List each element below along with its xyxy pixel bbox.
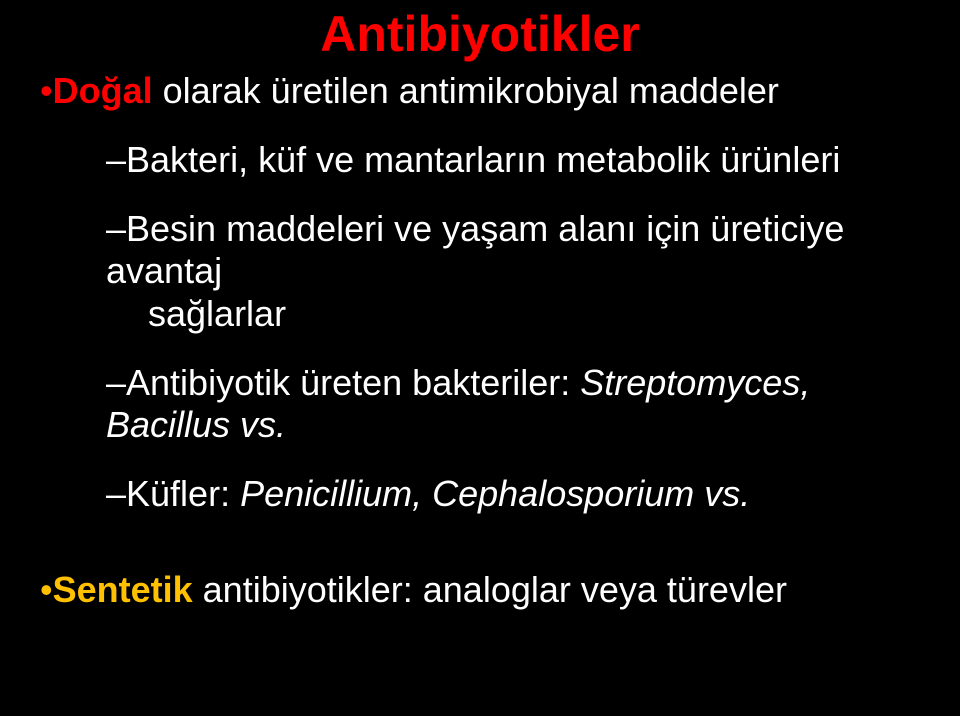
- bullet-synthetic: •Sentetik antibiyotikler: analoglar veya…: [40, 569, 920, 610]
- natural-label: Doğal: [53, 70, 153, 111]
- natural-sub1-text: –Bakteri, küf ve mantarların metabolik ü…: [106, 139, 840, 180]
- synthetic-label: Sentetik: [53, 569, 193, 610]
- natural-sub2: –Besin maddeleri ve yaşam alanı için üre…: [106, 208, 920, 291]
- natural-sub4-italic: Penicillium, Cephalosporium vs.: [240, 473, 750, 514]
- bullet-natural: •Doğal olarak üretilen antimikrobiyal ma…: [40, 70, 920, 111]
- natural-sub3-prefix: –Antibiyotik üreten bakteriler:: [106, 362, 580, 403]
- natural-sub2-line1: –Besin maddeleri ve yaşam alanı için üre…: [106, 208, 844, 290]
- natural-sub3: –Antibiyotik üreten bakteriler: Streptom…: [106, 362, 920, 445]
- bullet-dot-icon: •: [40, 569, 53, 610]
- synthetic-rest: antibiyotikler: analoglar veya türevler: [193, 569, 787, 610]
- natural-sub4: –Küfler: Penicillium, Cephalosporium vs.: [106, 473, 920, 514]
- natural-sub4-prefix: –Küfler:: [106, 473, 240, 514]
- natural-rest: olarak üretilen antimikrobiyal maddeler: [153, 70, 779, 111]
- slide-title: Antibiyotikler: [40, 0, 920, 64]
- bullet-dot-icon: •: [40, 70, 53, 111]
- slide: Antibiyotikler •Doğal olarak üretilen an…: [0, 0, 960, 716]
- natural-sub2-line2: sağlarlar: [148, 293, 286, 334]
- natural-sub1: –Bakteri, küf ve mantarların metabolik ü…: [106, 139, 920, 180]
- natural-sub2-cont: sağlarlar: [148, 293, 920, 334]
